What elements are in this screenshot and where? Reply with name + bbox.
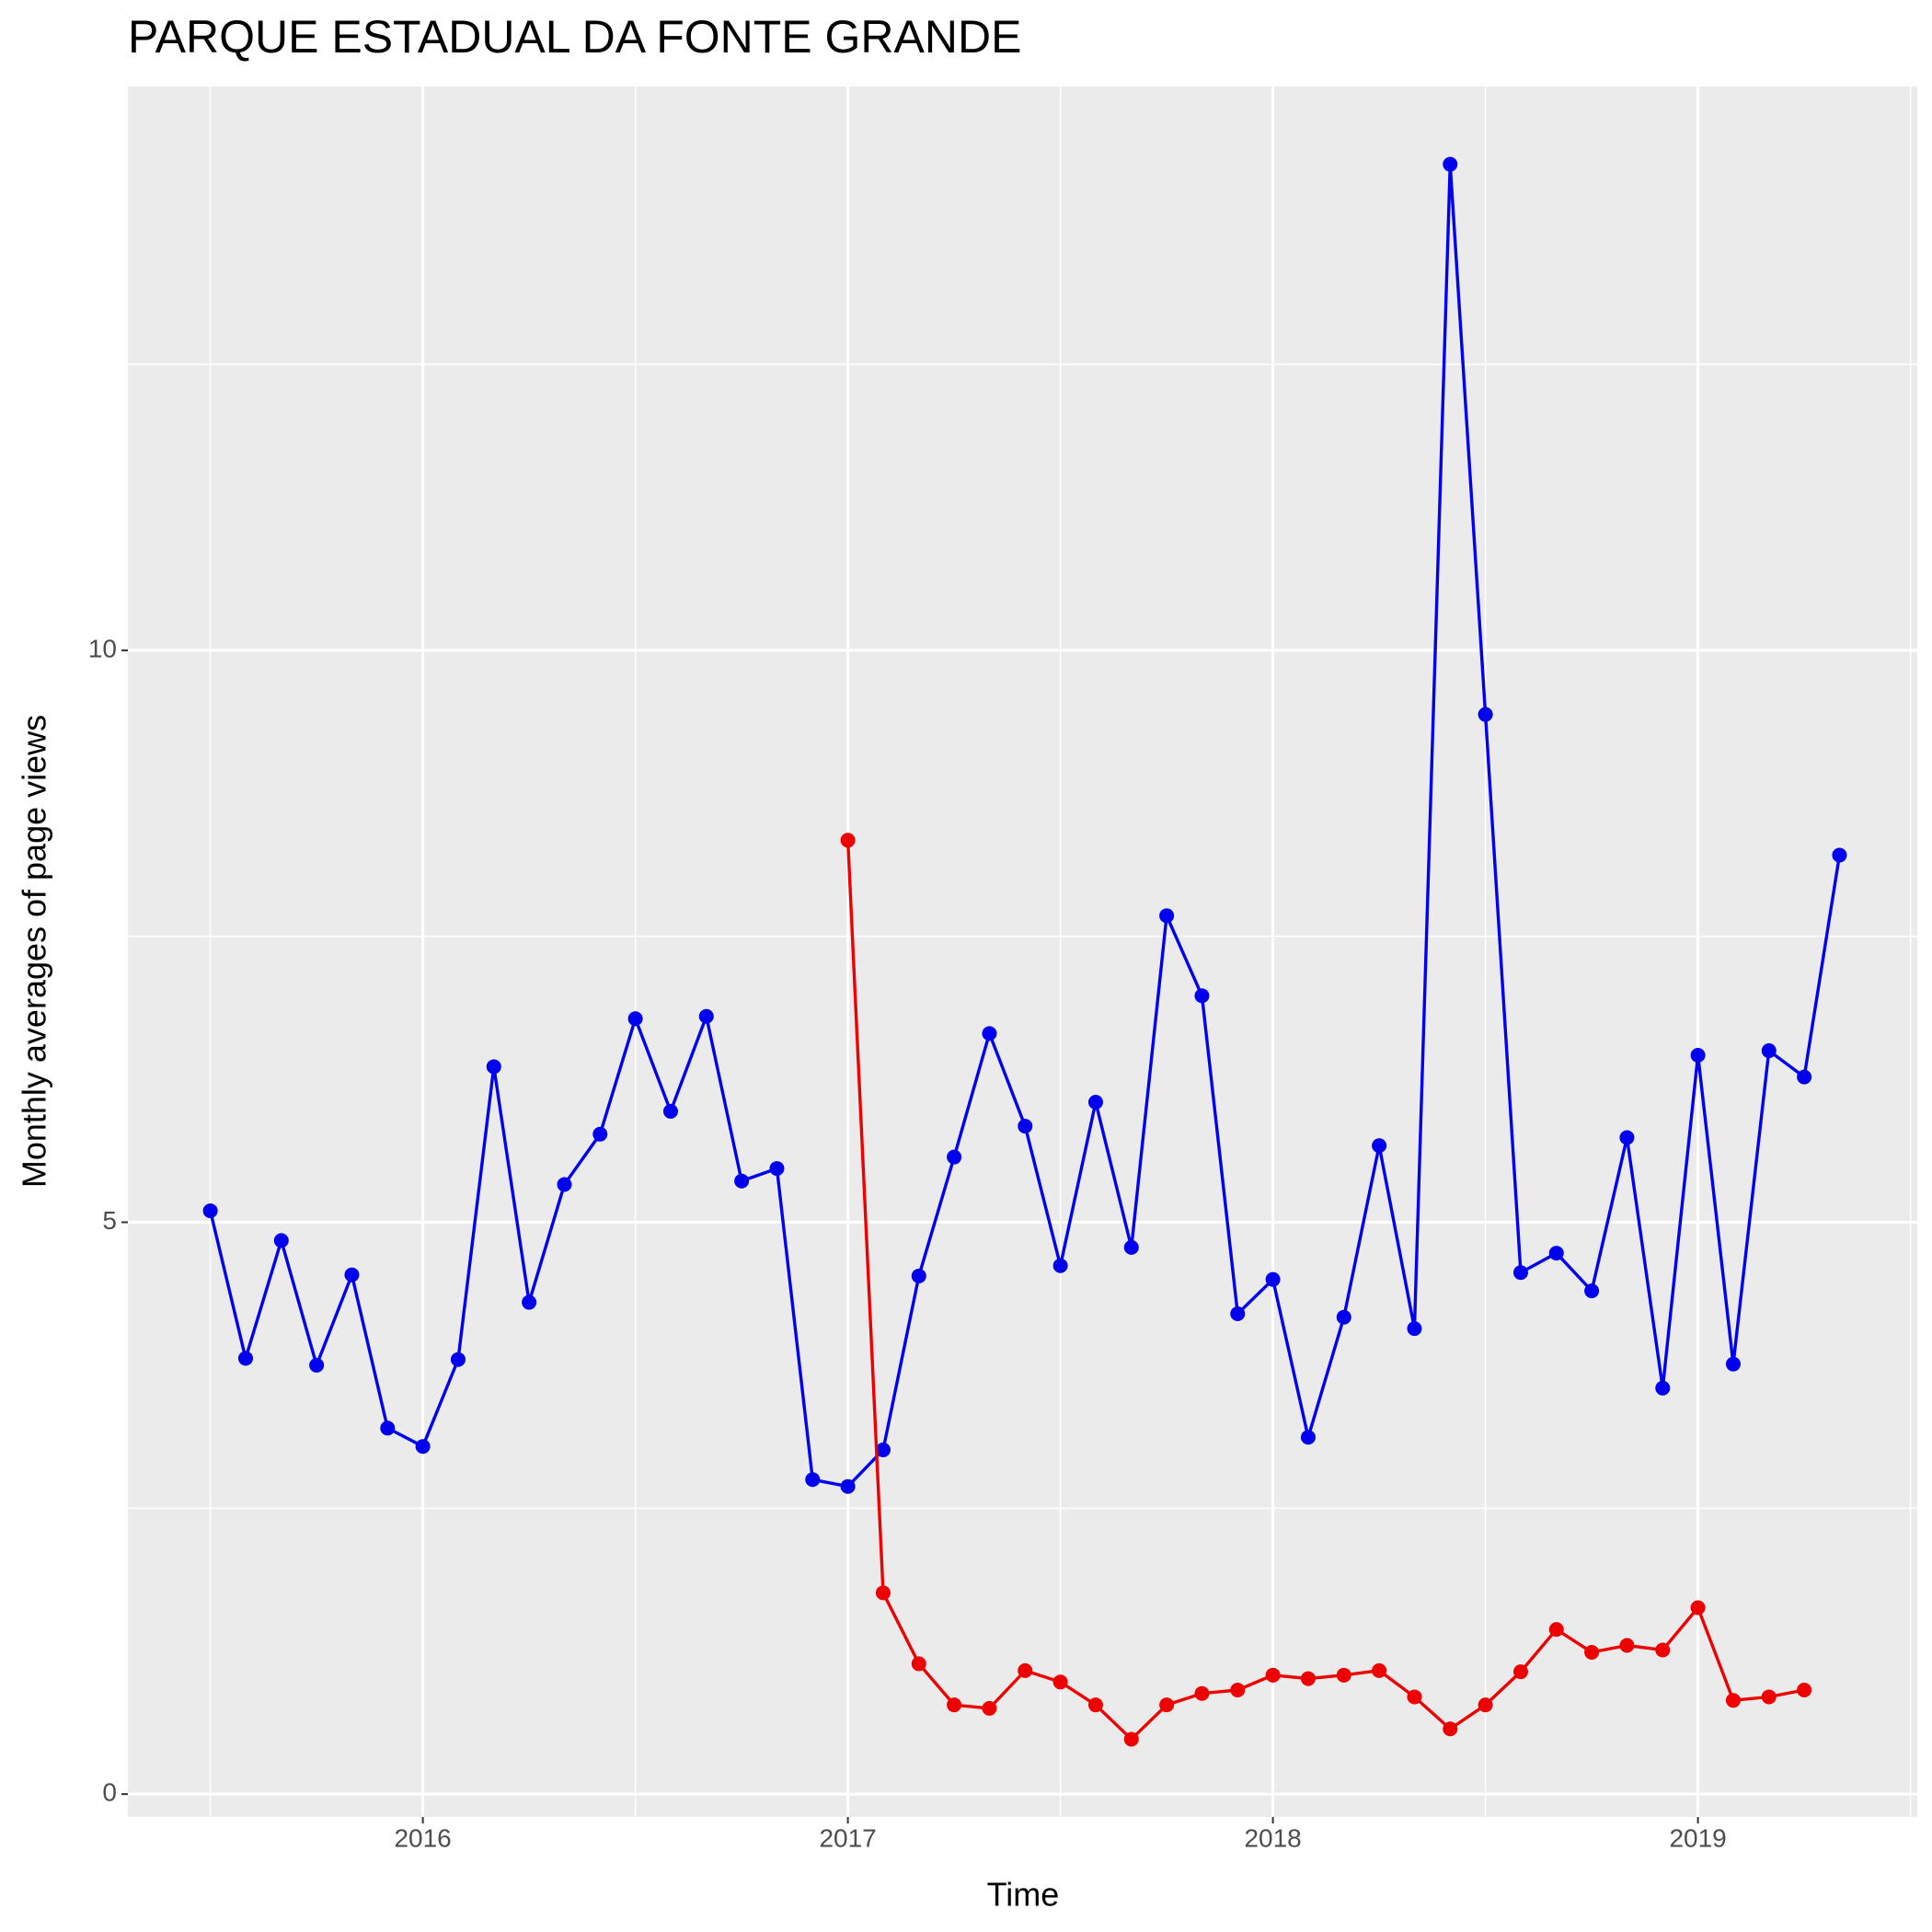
data-point <box>592 1126 608 1142</box>
y-tick-label: 5 <box>102 1206 117 1235</box>
x-tick-label: 2016 <box>394 1823 451 1852</box>
data-point <box>1159 908 1175 924</box>
data-point <box>486 1059 501 1075</box>
data-point <box>1300 1430 1316 1445</box>
data-point <box>273 1233 289 1248</box>
data-point <box>1832 847 1847 863</box>
data-point <box>1548 1246 1564 1261</box>
data-point <box>380 1420 396 1436</box>
data-point <box>627 1011 643 1027</box>
plot-panel <box>128 86 1917 1817</box>
data-point <box>1797 1069 1812 1085</box>
data-point <box>1655 1642 1671 1658</box>
data-point <box>1372 1138 1387 1154</box>
data-point <box>1087 1697 1103 1713</box>
data-point <box>1655 1380 1671 1396</box>
chart-title: PARQUE ESTADUAL DA FONTE GRANDE <box>128 11 1021 63</box>
y-tick-label: 0 <box>102 1778 117 1807</box>
data-point <box>1761 1043 1777 1059</box>
data-point <box>840 833 856 848</box>
data-point <box>1725 1356 1741 1372</box>
data-point <box>1407 1321 1422 1337</box>
data-point <box>1018 1662 1033 1678</box>
data-point <box>309 1357 325 1373</box>
data-point <box>237 1351 253 1366</box>
data-point <box>875 1585 891 1601</box>
data-point <box>522 1294 537 1310</box>
x-tick-label: 2017 <box>819 1823 876 1852</box>
series-line <box>845 840 1805 1742</box>
data-point <box>1407 1689 1422 1705</box>
data-point <box>1265 1271 1281 1287</box>
data-point <box>1336 1667 1351 1683</box>
data-point <box>769 1161 785 1177</box>
data-point <box>1761 1689 1777 1705</box>
data-point <box>1123 1731 1139 1747</box>
x-tick-label: 2019 <box>1669 1823 1726 1852</box>
data-point <box>1194 1685 1210 1701</box>
data-point <box>911 1656 926 1672</box>
data-point <box>1725 1693 1741 1708</box>
data-point <box>1265 1667 1281 1683</box>
data-point <box>1512 1265 1528 1281</box>
data-point <box>1619 1130 1635 1145</box>
data-point <box>1123 1239 1139 1255</box>
data-point <box>1548 1622 1564 1638</box>
data-point <box>1690 1600 1706 1616</box>
data-point <box>1443 1721 1458 1737</box>
data-point <box>947 1149 962 1165</box>
data-point <box>202 1203 218 1219</box>
data-point <box>662 1103 678 1119</box>
data-point <box>875 1442 891 1457</box>
data-point <box>1336 1309 1351 1325</box>
data-point <box>805 1472 821 1488</box>
data-point <box>911 1268 926 1283</box>
data-point <box>1194 988 1210 1004</box>
data-point <box>1230 1683 1246 1698</box>
x-tick-label: 2018 <box>1244 1823 1301 1852</box>
data-point <box>1443 156 1458 172</box>
data-point <box>947 1697 962 1713</box>
data-point <box>1797 1683 1812 1698</box>
data-point <box>1159 1697 1175 1713</box>
x-axis-title: Time <box>987 1876 1060 1914</box>
data-point <box>982 1700 997 1716</box>
data-point <box>698 1008 714 1024</box>
data-point <box>1018 1119 1033 1134</box>
y-tick-label: 10 <box>88 634 117 662</box>
data-point <box>1087 1094 1103 1110</box>
y-axis-title: Monthly averages of page views <box>16 715 53 1188</box>
data-point <box>415 1439 431 1455</box>
data-point <box>1230 1305 1246 1321</box>
data-point <box>1300 1671 1316 1686</box>
data-point <box>557 1177 572 1192</box>
data-point <box>734 1173 750 1189</box>
data-point <box>1478 707 1493 722</box>
data-point <box>1690 1048 1706 1064</box>
data-point <box>1052 1258 1068 1273</box>
data-point <box>1052 1674 1068 1690</box>
data-point <box>840 1478 856 1494</box>
data-point <box>1619 1638 1635 1653</box>
data-point <box>450 1351 466 1367</box>
data-point <box>1512 1664 1528 1680</box>
data-point <box>982 1026 997 1041</box>
data-point <box>1584 1283 1600 1299</box>
data-point <box>1584 1644 1600 1660</box>
data-point <box>344 1267 360 1282</box>
data-point <box>1372 1662 1387 1678</box>
data-point <box>1478 1697 1493 1713</box>
